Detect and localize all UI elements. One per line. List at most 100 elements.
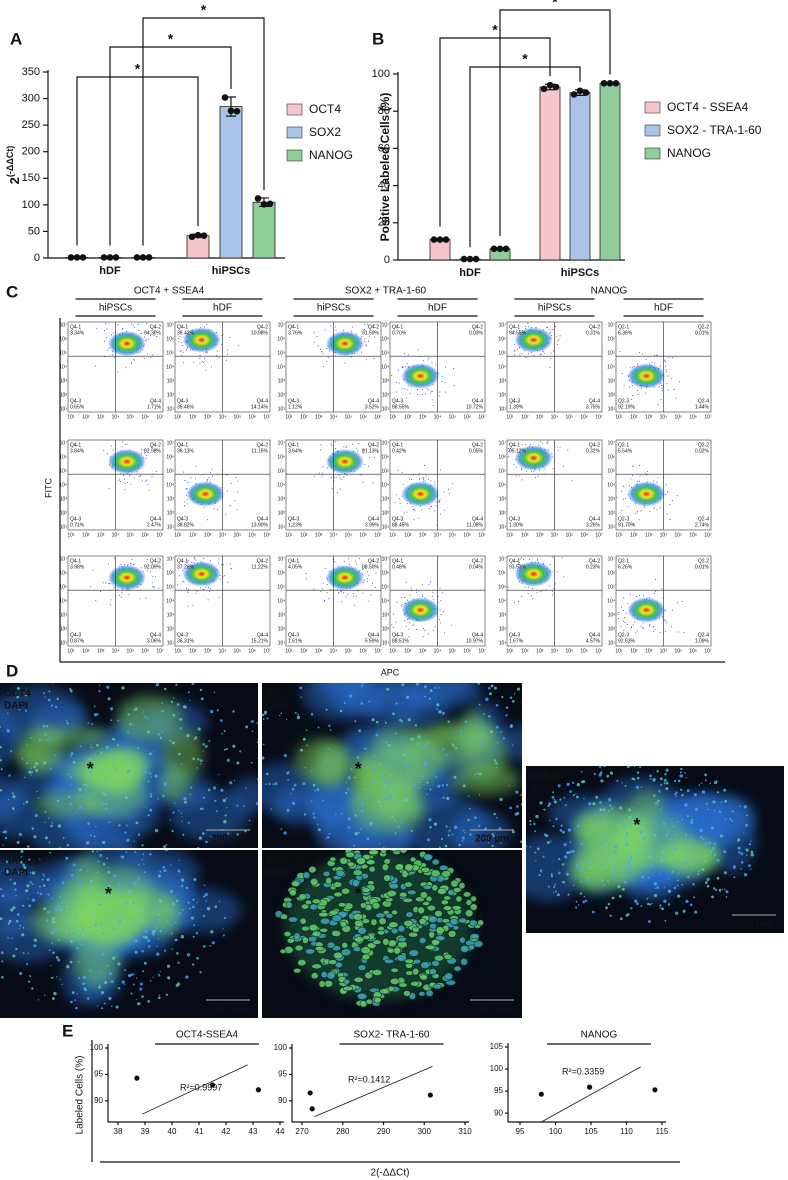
cell <box>418 937 427 945</box>
cell <box>302 936 309 945</box>
density-cloud <box>107 331 146 357</box>
nucleus <box>663 887 665 889</box>
nucleus <box>184 800 187 804</box>
nucleus <box>58 847 62 848</box>
event-dot <box>424 629 426 631</box>
nucleus <box>703 817 705 819</box>
x-tick-label: 10⁵ <box>345 532 353 538</box>
nucleus <box>653 794 656 797</box>
nucleus <box>142 970 145 973</box>
quadrant-percent: 91.59% <box>362 330 380 336</box>
nucleus <box>709 782 711 784</box>
x-tick-label: 10⁶ <box>580 414 588 420</box>
nucleus <box>672 839 675 842</box>
x-tick-label: 10² <box>300 532 308 538</box>
nucleus <box>402 753 406 757</box>
nucleus <box>71 991 75 995</box>
event-dot <box>141 448 143 450</box>
quadrant-name: Q4-1 <box>288 324 299 330</box>
event-dot <box>537 475 539 477</box>
cell <box>469 933 480 940</box>
nucleus <box>16 841 20 844</box>
scale-label: 200 µm <box>475 834 509 845</box>
nucleus <box>513 693 516 695</box>
event-dot <box>445 366 446 368</box>
event-dot <box>672 357 674 359</box>
nucleus <box>102 932 105 935</box>
event-dot <box>629 485 630 487</box>
event-dot <box>146 570 148 572</box>
nucleus <box>25 889 29 893</box>
nucleus <box>151 912 154 915</box>
nucleus <box>711 826 714 830</box>
quadrant-name: Q4-4 <box>472 398 483 404</box>
nucleus <box>580 880 583 883</box>
event-dot <box>204 358 206 360</box>
y-tick-label: 10³ <box>60 496 68 502</box>
nucleus <box>553 798 556 801</box>
y-label-base: 2 <box>7 177 22 184</box>
quadrant-name: Q2-1 <box>618 324 629 330</box>
quadrant-percent: 0.01% <box>695 564 710 570</box>
cell <box>437 887 447 895</box>
nucleus <box>628 815 632 820</box>
event-dot <box>221 335 223 337</box>
quadrant-percent: 11.15% <box>251 448 268 454</box>
event-dot <box>147 353 149 355</box>
quadrant-percent: 93.53% <box>509 564 527 570</box>
nucleus <box>286 718 288 720</box>
x-tick-label: 10¹ <box>285 532 293 538</box>
nucleus <box>52 916 56 921</box>
nucleus <box>533 822 536 826</box>
nucleus <box>489 671 491 673</box>
event-dot <box>178 341 180 343</box>
quadrant-name: Q4-2 <box>150 324 161 330</box>
event-dot <box>360 474 362 476</box>
nucleus <box>14 888 17 891</box>
event-dot <box>431 595 433 597</box>
event-dot <box>656 354 657 356</box>
nucleus <box>111 956 116 960</box>
quadrant-name: Q4-4 <box>257 516 268 522</box>
nucleus <box>417 735 421 739</box>
quadrant-percent: 0.42% <box>392 448 407 454</box>
nucleus <box>716 791 719 794</box>
nucleus <box>236 804 239 807</box>
y-tick-label: 10¹ <box>278 406 286 412</box>
nucleus <box>595 795 599 799</box>
colony-asterisk: * <box>87 759 94 779</box>
nucleus <box>0 887 3 891</box>
nucleus <box>362 765 365 768</box>
group-title: SOX2 + TRA-1-60 <box>345 286 427 297</box>
y-tick-label: 10⁵ <box>607 584 615 590</box>
nucleus <box>745 848 749 852</box>
nucleus <box>441 784 444 787</box>
nucleus <box>565 872 569 876</box>
nucleus <box>430 680 431 681</box>
data-point <box>133 254 141 261</box>
x-tick-label: 10⁶ <box>248 532 256 538</box>
quadrant-name: Q4-4 <box>368 516 379 522</box>
event-dot <box>338 592 340 594</box>
event-dot <box>129 474 131 476</box>
nucleus <box>59 908 62 911</box>
cell <box>469 903 478 911</box>
nucleus <box>624 834 628 838</box>
event-dot <box>637 393 639 395</box>
event-dot <box>321 472 323 474</box>
x-tick-label: 10³ <box>315 414 323 420</box>
data-point <box>606 80 614 87</box>
cell <box>309 877 319 886</box>
nucleus <box>79 675 81 677</box>
quadrant-percent: 3.75% <box>586 404 601 410</box>
nucleus <box>15 948 18 951</box>
data-point <box>254 195 262 202</box>
nucleus <box>413 815 416 817</box>
bar <box>219 106 243 259</box>
nucleus <box>0 917 3 921</box>
nucleus <box>367 796 370 799</box>
event-dot <box>106 328 108 330</box>
y-tick-label: 10⁵ <box>59 584 67 590</box>
nucleus <box>104 803 107 806</box>
nucleus <box>34 813 38 818</box>
